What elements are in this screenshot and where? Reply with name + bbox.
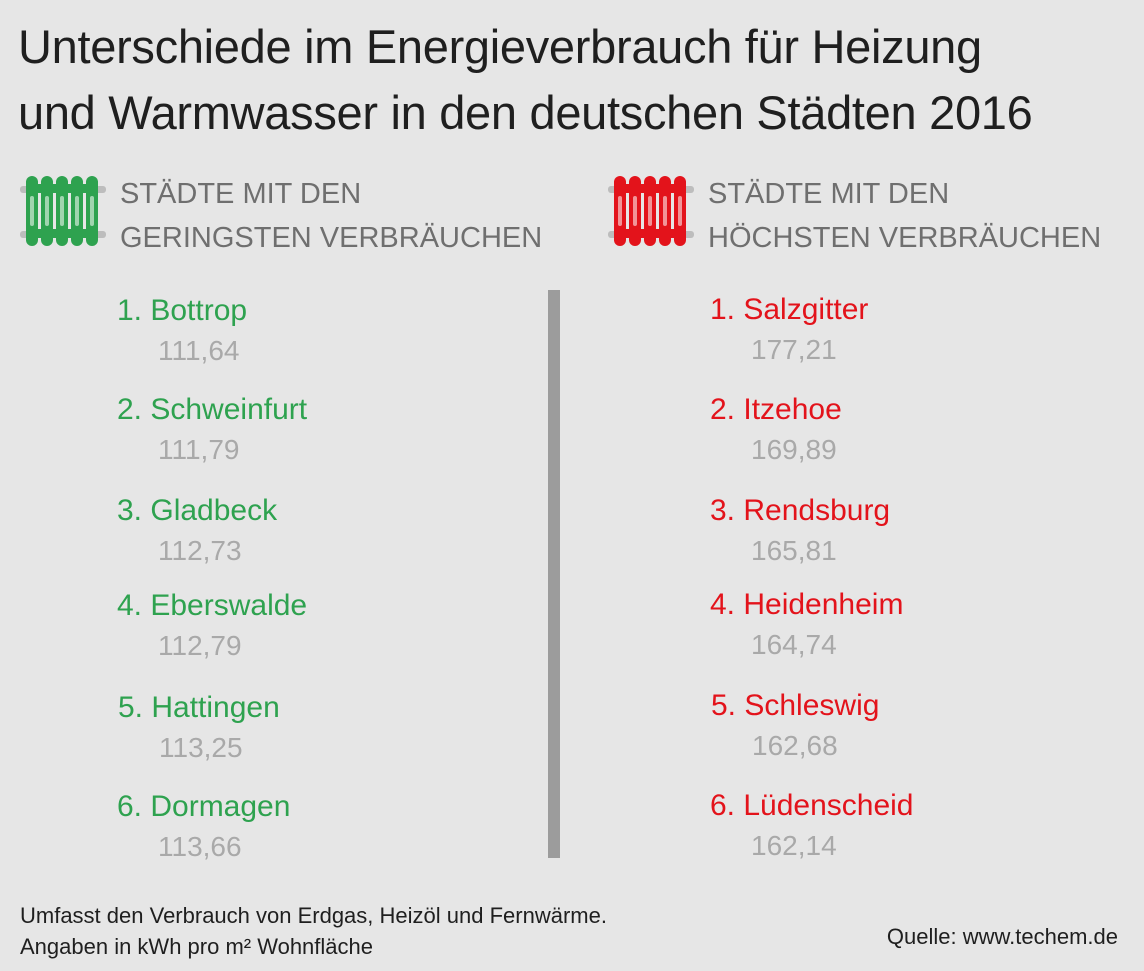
radiator-icon [608, 176, 694, 246]
city-name: 1. Salzgitter [710, 293, 869, 326]
city-value: 162,14 [751, 830, 837, 861]
page-title: Unterschiede im Energieverbrauch für Hei… [18, 14, 1138, 146]
city-value: 113,66 [158, 831, 242, 862]
radiator-icon [20, 176, 106, 246]
source-note: Quelle: www.techem.de [886, 924, 1118, 949]
city-value: 111,64 [158, 335, 240, 366]
city-name: 3. Gladbeck [117, 494, 278, 527]
city-name: 3. Rendsburg [710, 494, 891, 527]
footnote-line1: Umfasst den Verbrauch von Erdgas, Heizöl… [20, 903, 607, 928]
city-value: 112,73 [158, 535, 242, 566]
city-name: 4. Eberswalde [117, 589, 308, 622]
city-value: 113,25 [159, 732, 243, 763]
city-value: 111,79 [158, 434, 240, 465]
legend-highest-line1: STÄDTE MIT DEN [708, 178, 950, 210]
city-name: 2. Itzehoe [710, 393, 842, 426]
city-name: 6. Dormagen [117, 790, 291, 823]
city-name: 5. Schleswig [711, 689, 880, 722]
city-value: 169,89 [751, 434, 837, 465]
legend-highest: STÄDTE MIT DEN HÖCHSTEN VERBRÄUCHEN [608, 172, 1128, 254]
legend-lowest: STÄDTE MIT DEN GERINGSTEN VERBRÄUCHEN [20, 172, 560, 254]
legend-lowest-line1: STÄDTE MIT DEN [120, 178, 362, 210]
city-name: 2. Schweinfurt [117, 393, 308, 426]
city-value: 162,68 [752, 730, 838, 761]
city-name: 5. Hattingen [118, 691, 280, 724]
city-value: 165,81 [751, 535, 837, 566]
city-name: 6. Lüdenscheid [710, 789, 914, 822]
footnote: Umfasst den Verbrauch von Erdgas, Heizöl… [20, 900, 607, 962]
legend-highest-line2: HÖCHSTEN VERBRÄUCHEN [708, 222, 1102, 254]
city-value: 112,79 [158, 630, 242, 661]
column-divider [548, 290, 560, 858]
city-value: 164,74 [751, 629, 837, 660]
title-line-1: Unterschiede im Energieverbrauch für Hei… [18, 20, 982, 73]
city-name: 1. Bottrop [117, 294, 248, 327]
title-line-2: und Warmwasser in den deutschen Städten … [18, 86, 1033, 139]
legend-lowest-line2: GERINGSTEN VERBRÄUCHEN [120, 222, 543, 254]
city-name: 4. Heidenheim [710, 588, 904, 621]
city-value: 177,21 [751, 334, 837, 365]
footnote-line2: Angaben in kWh pro m² Wohnfläche [20, 934, 373, 959]
